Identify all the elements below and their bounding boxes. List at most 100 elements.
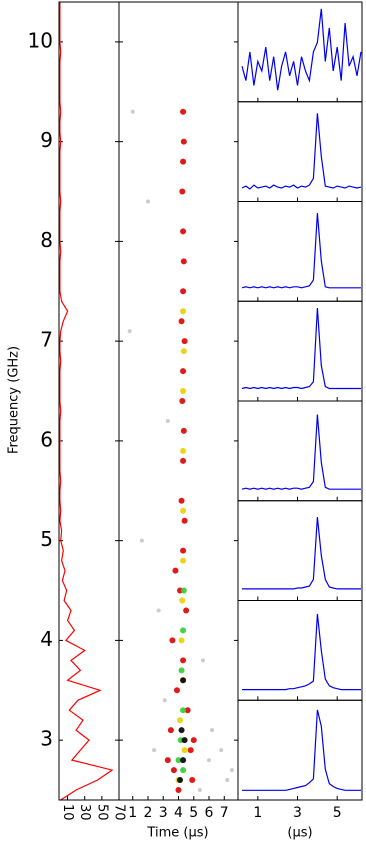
point bbox=[219, 748, 224, 753]
point bbox=[189, 777, 196, 784]
point bbox=[127, 329, 132, 334]
profile-line bbox=[241, 307, 361, 390]
y-tick-label: 7 bbox=[40, 328, 53, 352]
profile-line bbox=[242, 517, 361, 590]
y-tick-label: 4 bbox=[40, 627, 53, 651]
point bbox=[178, 497, 185, 504]
point bbox=[165, 418, 170, 423]
point bbox=[173, 687, 180, 694]
point bbox=[177, 777, 184, 784]
panel-frame bbox=[237, 300, 363, 402]
point bbox=[178, 667, 185, 674]
point bbox=[179, 188, 186, 195]
point bbox=[175, 757, 182, 764]
panel-frame bbox=[237, 500, 363, 601]
x-tick-label: 30 bbox=[77, 804, 92, 821]
x-tick-label: 70 bbox=[112, 804, 127, 821]
profile-line bbox=[242, 709, 361, 791]
point bbox=[162, 698, 167, 703]
spectrum-line bbox=[59, 2, 114, 801]
point bbox=[210, 728, 215, 733]
point bbox=[207, 758, 212, 763]
point bbox=[167, 727, 174, 734]
point bbox=[180, 707, 187, 714]
point bbox=[181, 338, 188, 345]
point bbox=[164, 757, 171, 764]
point bbox=[229, 768, 234, 773]
point bbox=[139, 538, 144, 543]
profile-line bbox=[242, 613, 361, 691]
x-tick-label: 5 bbox=[333, 805, 342, 821]
point bbox=[180, 507, 187, 514]
point bbox=[145, 199, 150, 204]
point bbox=[170, 767, 177, 774]
point bbox=[178, 318, 185, 325]
point bbox=[130, 109, 135, 114]
x-tick-label: 3 bbox=[159, 805, 168, 821]
point bbox=[180, 258, 187, 265]
point bbox=[197, 788, 202, 793]
y-axis-label: Frequency (GHz) bbox=[7, 346, 22, 454]
x-tick-label: 5 bbox=[189, 805, 198, 821]
point bbox=[156, 608, 161, 613]
point bbox=[181, 747, 188, 754]
panel-frame bbox=[237, 699, 363, 801]
point bbox=[180, 767, 187, 774]
point bbox=[172, 567, 179, 574]
y-tick-label: 8 bbox=[40, 228, 53, 252]
panel-frame bbox=[237, 600, 363, 701]
point bbox=[180, 138, 187, 145]
point bbox=[178, 637, 185, 644]
panel-frame bbox=[118, 1, 239, 801]
x-tick-label: 2 bbox=[144, 805, 153, 821]
point bbox=[177, 717, 184, 724]
point bbox=[169, 637, 176, 644]
point bbox=[180, 427, 187, 434]
x-tick-label: 1 bbox=[128, 805, 137, 821]
point bbox=[179, 398, 186, 404]
profile-line bbox=[241, 8, 362, 91]
point bbox=[180, 657, 187, 664]
profile-line bbox=[241, 414, 361, 490]
panel-frame bbox=[237, 400, 363, 502]
point bbox=[179, 597, 186, 604]
point bbox=[180, 288, 187, 295]
point bbox=[175, 787, 182, 794]
y-tick-label: 10 bbox=[28, 28, 53, 52]
y-tick-label: 9 bbox=[40, 128, 53, 152]
point bbox=[180, 557, 187, 564]
point bbox=[180, 228, 187, 235]
x-tick-label: 6 bbox=[205, 805, 214, 821]
point bbox=[190, 737, 197, 744]
profile-line bbox=[241, 213, 361, 289]
point bbox=[180, 388, 187, 395]
point bbox=[180, 757, 187, 764]
point bbox=[178, 727, 185, 734]
y-tick-label: 5 bbox=[40, 527, 53, 551]
panel-frame bbox=[237, 201, 363, 302]
point bbox=[183, 607, 190, 614]
point bbox=[181, 517, 188, 524]
point bbox=[180, 308, 187, 315]
point bbox=[152, 748, 157, 753]
x-axis-label: Time (μs) bbox=[146, 826, 208, 841]
point bbox=[180, 447, 187, 454]
x-tick-label: 1 bbox=[253, 805, 262, 821]
point bbox=[184, 707, 191, 714]
point bbox=[180, 627, 187, 634]
point bbox=[180, 457, 187, 464]
point bbox=[180, 108, 187, 115]
point bbox=[180, 547, 187, 554]
x-tick-label: 3 bbox=[293, 805, 302, 821]
point bbox=[181, 737, 188, 744]
point bbox=[180, 587, 187, 594]
point bbox=[180, 677, 187, 684]
x-tick-label: 4 bbox=[174, 805, 183, 821]
y-tick-label: 3 bbox=[40, 727, 53, 751]
point bbox=[225, 778, 230, 783]
point bbox=[180, 348, 187, 355]
x-axis-label: (μs) bbox=[287, 826, 312, 841]
x-tick-label: 7 bbox=[220, 805, 229, 821]
y-tick-label: 6 bbox=[40, 427, 53, 451]
